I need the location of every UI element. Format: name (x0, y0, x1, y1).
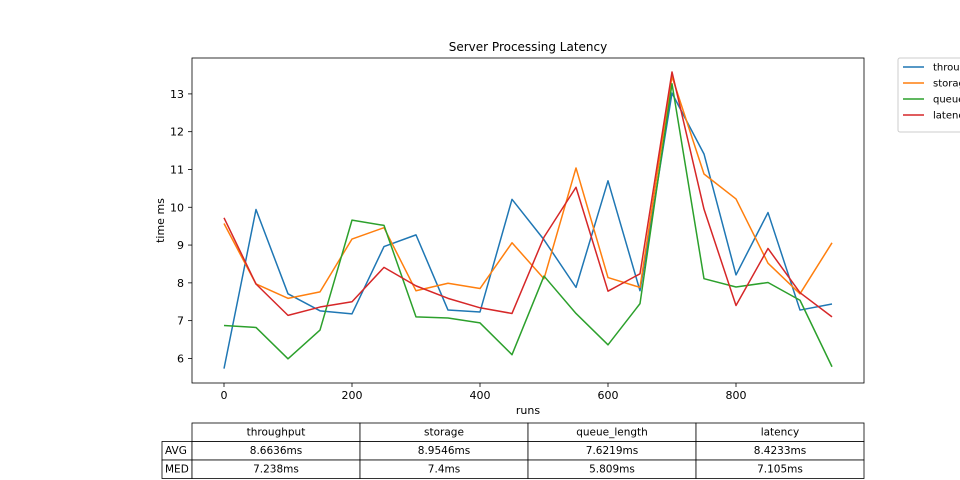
table-cell (695, 459, 865, 479)
table-cell-value: 8.4233ms (754, 445, 806, 457)
plot-frame (191, 57, 865, 384)
table-row-label: MED (165, 464, 189, 476)
y-tick-label: 9 (177, 239, 184, 252)
series-line-throughput (223, 92, 833, 369)
y-tick-label: 13 (170, 88, 184, 101)
table-header-label: queue_length (576, 427, 648, 439)
x-axis-label: runs (516, 404, 540, 417)
table-cell-value: 7.238ms (253, 464, 299, 476)
table-cell-value: 5.809ms (589, 464, 635, 476)
y-axis-label: time ms (154, 198, 167, 243)
x-tick-label: 0 (221, 389, 228, 402)
legend-label-storage: storage (933, 79, 960, 90)
table-header-label: latency (761, 427, 800, 439)
legend-label-latency: latency (933, 111, 960, 122)
table-cell-value: 8.9546ms (418, 445, 470, 457)
y-tick-label: 6 (177, 352, 184, 365)
table-cell-value: 7.6219ms (586, 445, 638, 457)
y-tick-label: 7 (177, 315, 184, 328)
x-tick-label: 200 (342, 389, 363, 402)
series-line-latency (223, 71, 833, 318)
x-tick-label: 800 (726, 389, 747, 402)
table-cell-value: 7.4ms (428, 464, 460, 476)
x-tick-label: 400 (470, 389, 491, 402)
legend-box (897, 57, 960, 133)
table-header-label: storage (424, 427, 464, 439)
chart-title: Server Processing Latency (449, 40, 608, 54)
series-line-storage (223, 75, 833, 300)
x-tick-label: 600 (598, 389, 619, 402)
table-row-label: AVG (165, 445, 187, 457)
y-tick-label: 11 (170, 163, 184, 176)
y-tick-label: 8 (177, 277, 184, 290)
table-header-label: throughput (247, 427, 306, 439)
table-cell-value: 7.105ms (757, 464, 803, 476)
series-line-queue-length (223, 82, 833, 368)
y-tick-label: 12 (170, 126, 184, 139)
table-cell-value: 8.6636ms (250, 445, 302, 457)
y-tick-label: 10 (170, 201, 184, 214)
legend-label-queue-length: queue_length (933, 95, 960, 106)
legend-label-throughput: throughput (933, 63, 960, 74)
